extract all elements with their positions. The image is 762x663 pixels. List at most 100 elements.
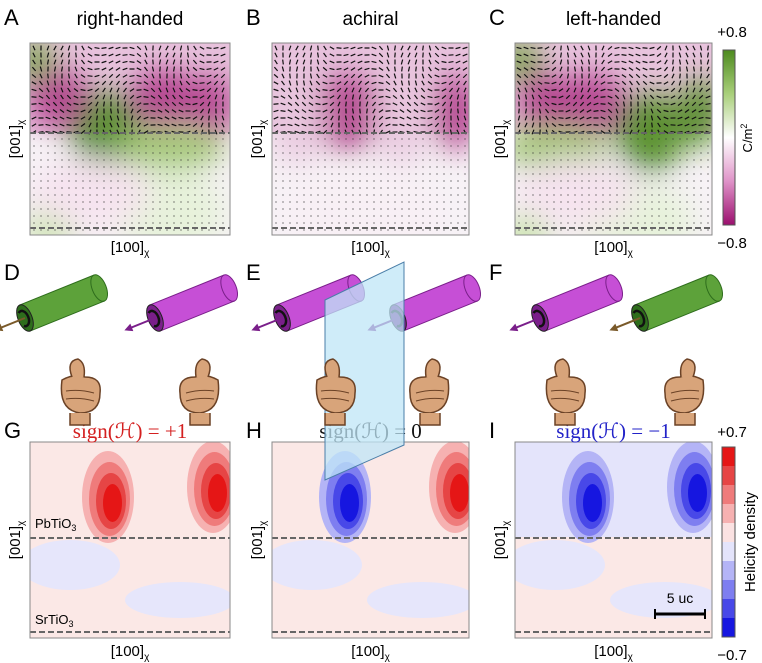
polarization-dot [595, 159, 597, 161]
polarization-dot [61, 138, 63, 140]
polarization-arrow [656, 67, 662, 71]
polarization-dot [124, 187, 126, 189]
polarization-dot [457, 145, 459, 147]
polarization-dot [539, 173, 541, 175]
polarization-dot [222, 187, 224, 189]
polarization-dot [394, 166, 396, 168]
polarization-dot [82, 215, 84, 217]
helicity-blob [583, 484, 602, 522]
polarization-dot [75, 187, 77, 189]
polarization-arrow [295, 45, 299, 51]
polarization-map [515, 43, 712, 235]
polarization-dot [159, 159, 161, 161]
polarization-dot [672, 215, 674, 217]
polarization-arrow [123, 101, 127, 107]
polarization-dot [679, 145, 681, 147]
polarization-dot [443, 138, 445, 140]
polarization-arrow [60, 66, 64, 72]
polarization-dot [152, 215, 154, 217]
polarization-arrow [186, 66, 190, 72]
polarization-arrow [422, 45, 424, 51]
polarization-arrow [129, 94, 135, 100]
polarization-dot [187, 194, 189, 196]
polarization-arrow [456, 87, 460, 93]
polarization-dot [644, 187, 646, 189]
polarization-dot [331, 180, 333, 182]
polarization-dot [602, 215, 604, 217]
polarization-arrow [345, 101, 347, 107]
polarization-dot [415, 187, 417, 189]
polarization-dot [581, 187, 583, 189]
polarization-dot [574, 187, 576, 189]
polarization-dot [686, 145, 688, 147]
polarization-arrow [158, 45, 162, 51]
cylinder-end [90, 274, 109, 302]
polarization-dot [609, 145, 611, 147]
polarization-arrow [165, 45, 169, 51]
polarization-arrow [302, 66, 306, 72]
polarization-arrow [692, 59, 696, 65]
polarization-dot [303, 229, 305, 231]
polarization-arrow [656, 102, 662, 106]
polarization-arrow [101, 60, 107, 64]
polarization-arrow [87, 67, 93, 71]
polarization-arrow [378, 115, 384, 121]
polarization-arrow [579, 109, 585, 113]
polarization-dot [275, 145, 277, 147]
polarization-dot [574, 229, 576, 231]
polarization-arrow [630, 108, 632, 114]
polarization-dot [644, 145, 646, 147]
polarization-dot [345, 194, 347, 196]
polarization-arrow [455, 46, 461, 50]
polarization-dot [222, 180, 224, 182]
polarization-dot [707, 201, 709, 203]
polarization-dot [345, 201, 347, 203]
polarization-dot [173, 215, 175, 217]
layer-name: SrTiO [35, 612, 68, 627]
polarization-arrow [207, 108, 211, 114]
polarization-arrow [573, 59, 577, 65]
polarization-arrow [621, 54, 627, 56]
polarization-dot [68, 194, 70, 196]
polarization-arrow [350, 60, 356, 64]
polarization-arrow [179, 52, 183, 58]
polarization-dot [215, 187, 217, 189]
polarization-arrow [206, 87, 212, 93]
polarization-arrow [95, 101, 99, 107]
map-blobs [515, 43, 712, 235]
polarization-dot [96, 194, 98, 196]
polarization-dot [152, 138, 154, 140]
polarization-dot [658, 201, 660, 203]
polarization-dot [567, 173, 569, 175]
panel-title: sign(ℋ) = +1 [73, 419, 187, 443]
polarization-dot [131, 159, 133, 161]
polarization-dot [464, 201, 466, 203]
polarization-dot [630, 208, 632, 210]
polarization-arrow [358, 115, 362, 121]
polarization-dot [366, 222, 368, 224]
polarization-arrow [309, 52, 313, 58]
polarization-dot [574, 166, 576, 168]
polarization-dot [345, 215, 347, 217]
hand-fingers [320, 389, 350, 402]
polarization-arrow [302, 45, 306, 51]
polarization-arrow [385, 73, 391, 79]
polarization-arrow [294, 101, 300, 107]
polarization-dot [215, 208, 217, 210]
polarization-arrow [136, 60, 142, 64]
polarization-dot [215, 159, 217, 161]
polarization-dot [131, 215, 133, 217]
polarization-dot [595, 180, 597, 182]
polarization-dot [616, 159, 618, 161]
polarization-dot [275, 201, 277, 203]
polarization-dot [567, 180, 569, 182]
polarization-dot [317, 187, 319, 189]
polarization-arrow [207, 101, 211, 107]
polarization-arrow [601, 45, 605, 51]
polarization-arrow [309, 73, 313, 79]
polarization-dot [672, 208, 674, 210]
polarization-arrow [678, 59, 682, 65]
hand [664, 358, 705, 426]
polarization-dot [275, 215, 277, 217]
polarization-arrow [116, 80, 120, 86]
